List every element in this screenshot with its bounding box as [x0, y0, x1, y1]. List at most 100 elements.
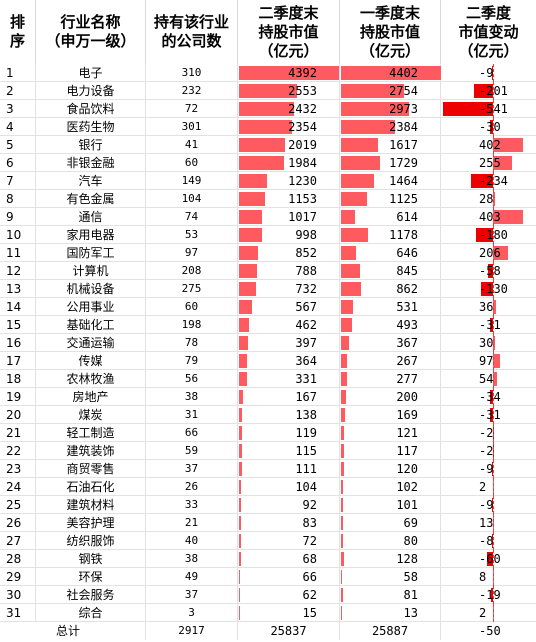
q2-value-cell: 852 [238, 244, 340, 262]
change-axis [493, 82, 494, 100]
rank-cell: 7 [0, 172, 36, 190]
q2-value-bar [239, 480, 241, 494]
q2-value-text: 2553 [288, 84, 317, 98]
q2-value-bar [239, 66, 339, 80]
q2-value-cell: 15 [238, 604, 340, 622]
company-count: 59 [146, 442, 238, 460]
change-bar [493, 354, 500, 368]
change-cell: 36 [441, 298, 536, 316]
industry-name: 商贸零售 [36, 460, 146, 478]
q1-value-cell: 614 [340, 208, 441, 226]
q2-value-text: 1153 [288, 192, 317, 206]
industry-name: 农林牧渔 [36, 370, 146, 388]
change-cell: -8 [441, 532, 536, 550]
change-cell: 2 [441, 478, 536, 496]
industry-name: 综合 [36, 604, 146, 622]
change-text: 28 [479, 192, 494, 206]
q1-value-text: 121 [396, 426, 418, 440]
change-text: 402 [479, 138, 501, 152]
change-bar [492, 534, 493, 548]
q2-value-cell: 92 [238, 496, 340, 514]
q1-value-bar [341, 498, 343, 512]
industry-name: 有色金属 [36, 190, 146, 208]
q2-value-text: 331 [295, 372, 317, 386]
change-cell: 28 [441, 190, 536, 208]
q2-value-cell: 732 [238, 280, 340, 298]
change-bar [490, 390, 493, 404]
q1-value-bar [341, 606, 342, 620]
q2-value-text: 68 [302, 552, 317, 566]
change-cell: -201 [441, 82, 536, 100]
q2-value-cell: 2432 [238, 100, 340, 118]
change-bar [492, 462, 493, 476]
change-cell: 30 [441, 334, 536, 352]
q1-value-cell: 1464 [340, 172, 441, 190]
industry-name: 建筑材料 [36, 496, 146, 514]
rank-cell: 15 [0, 316, 36, 334]
q2-value-text: 138 [295, 408, 317, 422]
company-count: 21 [146, 514, 238, 532]
q1-value-bar [341, 228, 368, 242]
q2-value-bar [239, 102, 294, 116]
change-axis [493, 280, 494, 298]
rank-cell: 10 [0, 226, 36, 244]
change-axis [493, 532, 494, 550]
company-count: 40 [146, 532, 238, 550]
q1-value-bar [341, 336, 349, 350]
change-axis [493, 226, 494, 244]
change-cell: -34 [441, 388, 536, 406]
q1-value-bar [341, 552, 344, 566]
q2-value-text: 104 [295, 480, 317, 494]
company-count: 198 [146, 316, 238, 334]
q2-value-text: 1017 [288, 210, 317, 224]
change-axis [493, 298, 494, 316]
change-axis [493, 316, 494, 334]
change-axis [493, 568, 494, 586]
table-row: 28 钢铁 38 68 128 -60 [0, 550, 536, 568]
q2-value-bar [239, 192, 265, 206]
company-count: 275 [146, 280, 238, 298]
q1-value-bar [341, 282, 361, 296]
company-count: 41 [146, 136, 238, 154]
change-bar [471, 174, 493, 188]
change-text: -30 [479, 120, 501, 134]
change-bar [491, 588, 493, 602]
q2-value-bar [239, 372, 247, 386]
change-cell: -31 [441, 406, 536, 424]
q1-value-bar [341, 516, 343, 530]
q1-value-text: 169 [396, 408, 418, 422]
change-cell: -9 [441, 64, 536, 82]
q1-value-text: 1729 [389, 156, 418, 170]
change-bar [493, 210, 523, 224]
q1-value-bar [341, 192, 367, 206]
rank-cell: 23 [0, 460, 36, 478]
q2-value-bar [239, 462, 242, 476]
industry-name: 通信 [36, 208, 146, 226]
q2-value-text: 2019 [288, 138, 317, 152]
q2-value-bar [239, 264, 257, 278]
change-cell: -180 [441, 226, 536, 244]
company-count: 104 [146, 190, 238, 208]
q2-value-bar [239, 210, 262, 224]
change-cell: 402 [441, 136, 536, 154]
change-text: -541 [479, 102, 508, 116]
total-label: 总计 [0, 622, 146, 640]
q1-value-bar [341, 480, 343, 494]
change-bar [490, 120, 493, 134]
q2-value-text: 66 [302, 570, 317, 584]
change-bar [493, 138, 523, 152]
change-cell: -2 [441, 442, 536, 460]
table-row: 16 交通运输 78 397 367 30 [0, 334, 536, 352]
rank-cell: 3 [0, 100, 36, 118]
change-text: 255 [479, 156, 501, 170]
q2-value-bar [239, 120, 292, 134]
industry-name: 家用电器 [36, 226, 146, 244]
rank-cell: 6 [0, 154, 36, 172]
industry-name: 钢铁 [36, 550, 146, 568]
q1-value-bar [341, 66, 441, 80]
table-row: 9 通信 74 1017 614 403 [0, 208, 536, 226]
industry-name: 社会服务 [36, 586, 146, 604]
q1-value-cell: 4402 [340, 64, 441, 82]
q2-value-text: 4392 [288, 66, 317, 80]
change-text: -9 [479, 66, 494, 80]
